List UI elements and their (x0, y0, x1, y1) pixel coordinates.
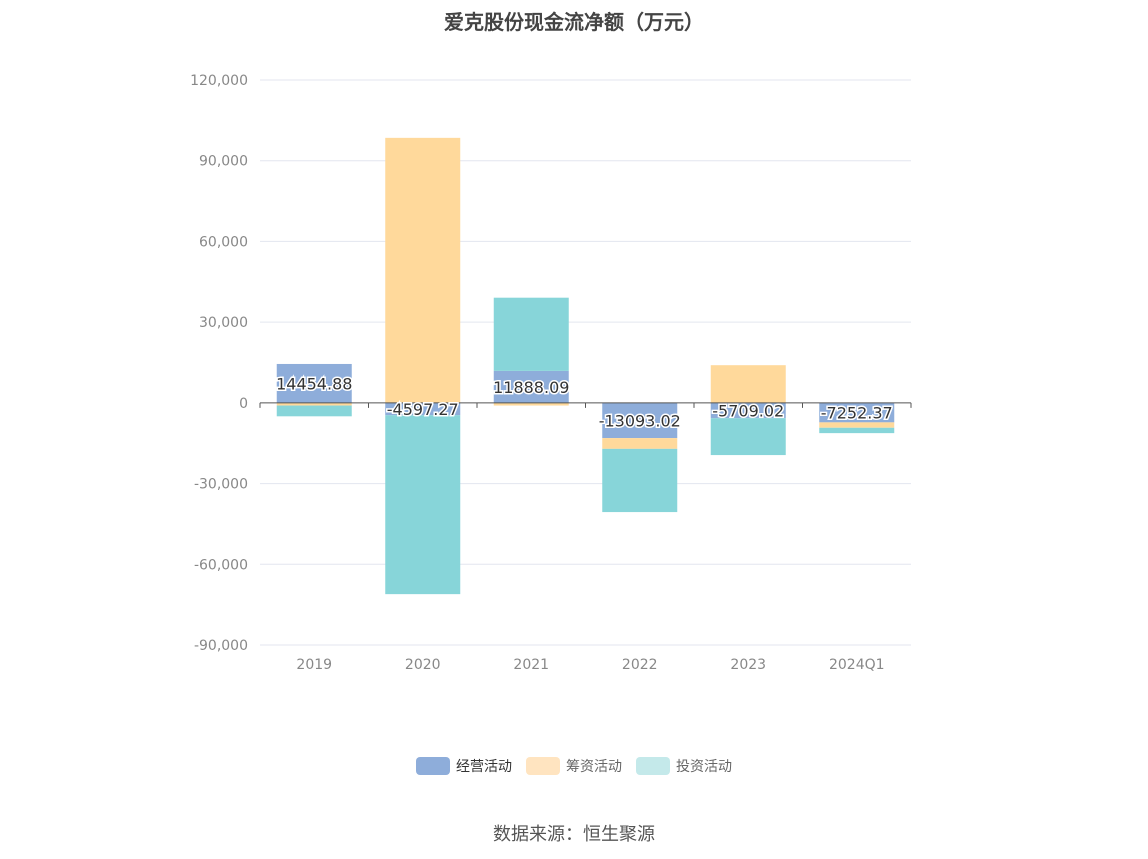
legend-item-operating[interactable]: 经营活动 (416, 756, 512, 776)
bar-financing[interactable] (602, 438, 678, 449)
x-tick-label: 2022 (622, 657, 658, 673)
data-label: -4597.27 (387, 400, 459, 419)
bar-operating[interactable] (493, 370, 569, 403)
data-label: -7252.37 (821, 404, 893, 423)
legend-swatch-operating (416, 757, 450, 775)
legend-swatch-investing (636, 757, 670, 775)
legend-item-financing[interactable]: 筹资活动 (526, 756, 622, 776)
bar-financing[interactable] (493, 402, 569, 406)
bar-operating[interactable] (276, 363, 352, 403)
legend-label-investing: 投资活动 (676, 759, 732, 775)
x-axis-ticks: 2019 2020 2021 2022 2023 2024Q1 (296, 657, 884, 673)
data-label: 11888.09 (493, 378, 569, 397)
bar-investing[interactable] (602, 448, 678, 513)
y-tick-label: 90,000 (199, 154, 248, 170)
grid-lines (260, 79, 911, 646)
x-tick-label: 2023 (730, 657, 766, 673)
bar-operating[interactable] (819, 402, 895, 423)
y-axis-ticks: 120,000 90,000 60,000 30,000 0 -30,000 -60,000… (190, 73, 248, 654)
bars (276, 137, 895, 595)
bar-operating[interactable] (602, 402, 678, 439)
data-source: 数据来源：恒生聚源 (493, 824, 655, 845)
y-tick-label: -90,000 (194, 638, 248, 654)
chart-title: 爱克股份现金流净额（万元） (444, 10, 704, 34)
y-tick-label: 60,000 (199, 234, 248, 250)
bar-investing[interactable] (710, 418, 786, 456)
x-tick-label: 2024Q1 (829, 657, 885, 673)
data-label: -5709.02 (712, 402, 784, 421)
legend: 经营活动 筹资活动 投资活动 (0, 756, 1148, 776)
bar-financing[interactable] (819, 422, 895, 428)
bar-financing[interactable] (710, 365, 786, 403)
legend-item-investing[interactable]: 投资活动 (636, 756, 732, 776)
zero-axis (259, 402, 912, 646)
legend-swatch-financing (526, 757, 560, 775)
x-tick-label: 2019 (296, 657, 332, 673)
bar-investing[interactable] (493, 297, 569, 371)
data-labels: 14454.88 -4597.27 11888.09 -13093.02 -5709.0… (275, 373, 895, 432)
bar-financing[interactable] (276, 402, 352, 406)
bar-financing[interactable] (385, 137, 461, 403)
bar-operating[interactable] (385, 402, 461, 416)
y-tick-label: -30,000 (194, 477, 248, 493)
y-tick-label: 30,000 (199, 315, 248, 331)
bar-investing[interactable] (819, 427, 895, 434)
legend-label-operating: 经营活动 (456, 759, 512, 775)
y-tick-label: 120,000 (190, 73, 248, 89)
bar-investing[interactable] (385, 415, 461, 595)
data-label: 14454.88 (276, 374, 352, 393)
x-tick-label: 2020 (405, 657, 441, 673)
legend-label-financing: 筹资活动 (566, 759, 622, 775)
bar-operating[interactable] (710, 402, 786, 419)
bar-investing[interactable] (276, 405, 352, 417)
x-tick-label: 2021 (513, 657, 549, 673)
y-tick-label: -60,000 (194, 557, 248, 573)
data-label: -13093.02 (599, 411, 681, 430)
y-tick-label: 0 (239, 396, 248, 412)
